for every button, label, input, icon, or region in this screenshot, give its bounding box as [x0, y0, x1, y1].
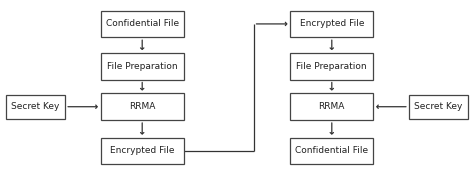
FancyBboxPatch shape — [100, 11, 183, 37]
FancyBboxPatch shape — [290, 53, 373, 79]
Text: Confidential File: Confidential File — [295, 146, 368, 155]
Text: Confidential File: Confidential File — [106, 20, 179, 28]
Text: File Preparation: File Preparation — [107, 62, 177, 71]
FancyBboxPatch shape — [6, 95, 65, 119]
FancyBboxPatch shape — [290, 93, 373, 120]
Text: Secret Key: Secret Key — [11, 102, 60, 111]
Text: Secret Key: Secret Key — [414, 102, 463, 111]
Text: File Preparation: File Preparation — [297, 62, 367, 71]
FancyBboxPatch shape — [100, 138, 183, 164]
Text: Encrypted File: Encrypted File — [300, 20, 364, 28]
FancyBboxPatch shape — [100, 53, 183, 79]
Text: Encrypted File: Encrypted File — [110, 146, 174, 155]
Text: RRMA: RRMA — [129, 102, 155, 111]
Text: RRMA: RRMA — [319, 102, 345, 111]
FancyBboxPatch shape — [409, 95, 468, 119]
FancyBboxPatch shape — [100, 93, 183, 120]
FancyBboxPatch shape — [290, 138, 373, 164]
FancyBboxPatch shape — [290, 11, 373, 37]
